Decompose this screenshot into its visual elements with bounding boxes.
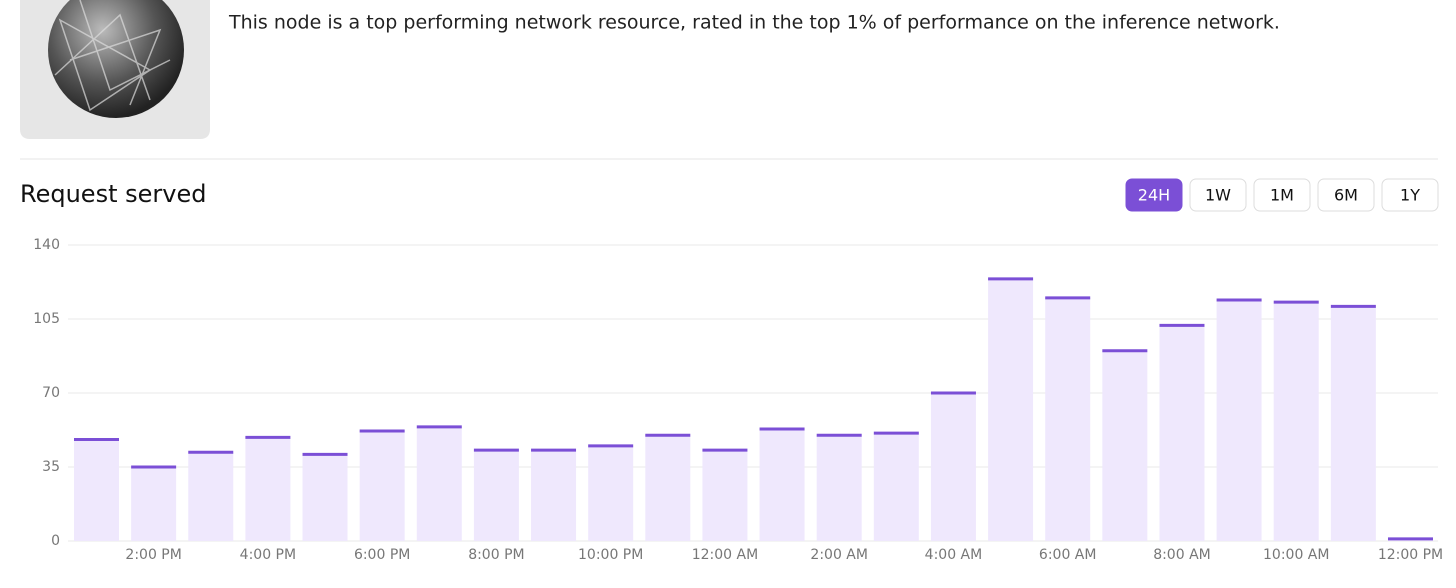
range-button[interactable]: 1W [1189,178,1247,212]
range-button[interactable]: 1M [1253,178,1311,212]
button-label[interactable]: 1M [1270,186,1294,205]
chart: 0 35 70 105 140 2:00 PM 4:00 PM 6:00 PM 8:00 PM 1… [33,237,1443,563]
button-label[interactable]: 6M [1334,186,1358,205]
bar [416,426,462,541]
x-tick-label: 8:00 PM [468,547,524,563]
bar [645,435,691,541]
bar [930,393,976,541]
bar [588,445,634,541]
button-bg[interactable] [1189,178,1247,212]
y-tick-label: 140 [33,237,60,253]
bar [1159,325,1205,541]
x-tick-label: 2:00 AM [810,547,868,563]
y-tick-label: 35 [42,459,60,475]
bar [131,467,177,541]
x-tick-label: 10:00 PM [578,547,643,563]
y-tick-label: 70 [42,385,60,401]
y-tick-label: 0 [51,533,60,549]
x-tick-label: 12:00 AM [692,547,758,563]
bar [759,428,805,541]
bar [1045,297,1091,541]
x-tick-label: 8:00 AM [1153,547,1211,563]
button-bg[interactable] [1317,178,1375,212]
bar [1102,350,1148,541]
x-tick-label: 4:00 AM [925,547,983,563]
x-tick-label: 10:00 AM [1263,547,1329,563]
x-tick-label: 6:00 PM [354,547,410,563]
bar [1216,299,1262,541]
button-bg[interactable] [1253,178,1311,212]
x-tick-label: 6:00 AM [1039,547,1097,563]
node-image [20,0,210,139]
bar [359,431,405,541]
range-button[interactable]: 6M [1317,178,1375,212]
bar [873,433,919,541]
bar [1330,306,1376,541]
button-label[interactable]: 1Y [1400,186,1420,205]
range-button[interactable]: 1Y [1381,178,1439,212]
range-button[interactable]: 24H [1125,178,1183,212]
bar [988,278,1034,541]
x-tick-label: 4:00 PM [240,547,296,563]
bar [74,439,119,541]
bar [302,454,348,541]
range-buttons: 24H 1W 1M 6M 1Y [1125,178,1439,212]
bar [473,450,519,541]
bar [816,435,862,541]
section-title: Request served [20,180,206,208]
button-label[interactable]: 1W [1205,186,1231,205]
bar [531,450,577,541]
x-tick-label: 12:00 PM [1378,547,1443,563]
bar [1273,302,1319,541]
button-bg[interactable] [1381,178,1439,212]
x-tick-label: 2:00 PM [125,547,181,563]
button-label[interactable]: 24H [1138,186,1170,205]
bar [702,450,748,541]
y-tick-label: 105 [33,311,60,327]
button-bg[interactable] [1125,178,1183,212]
description: This node is a top performing network re… [228,12,1280,34]
bar [245,437,291,541]
bar [188,452,234,541]
